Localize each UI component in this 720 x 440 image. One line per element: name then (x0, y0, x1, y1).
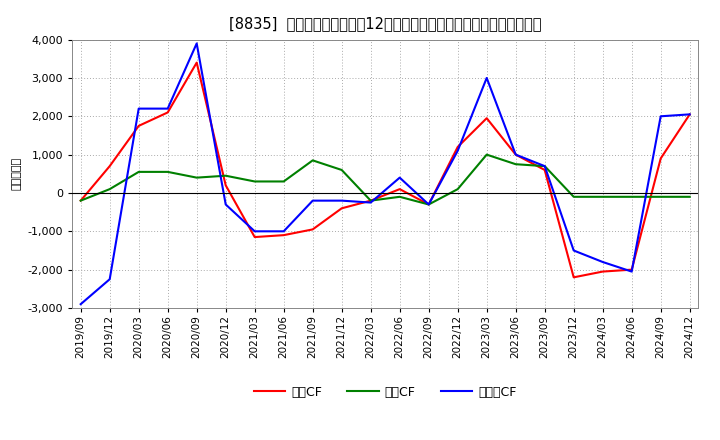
投資CF (279, 179, 288, 184)
Line: 営業CF: 営業CF (81, 62, 690, 277)
営業CF (395, 187, 404, 192)
投資CF (105, 187, 114, 192)
投資CF (395, 194, 404, 199)
営業CF (105, 164, 114, 169)
営業CF (76, 198, 85, 203)
フリーCF (657, 114, 665, 119)
営業CF (454, 144, 462, 150)
投資CF (454, 187, 462, 192)
営業CF (308, 227, 317, 232)
Legend: 営業CF, 投資CF, フリーCF: 営業CF, 投資CF, フリーCF (249, 381, 521, 404)
営業CF (657, 156, 665, 161)
フリーCF (308, 198, 317, 203)
フリーCF (163, 106, 172, 111)
投資CF (366, 198, 375, 203)
フリーCF (338, 198, 346, 203)
投資CF (192, 175, 201, 180)
営業CF (192, 60, 201, 65)
フリーCF (627, 269, 636, 274)
営業CF (511, 152, 520, 157)
Title: [8835]  キャッシュフローの12か月移動合計の対前年同期増減額の推移: [8835] キャッシュフローの12か月移動合計の対前年同期増減額の推移 (229, 16, 541, 32)
投資CF (135, 169, 143, 175)
投資CF (685, 194, 694, 199)
投資CF (657, 194, 665, 199)
フリーCF (279, 229, 288, 234)
営業CF (541, 167, 549, 172)
投資CF (570, 194, 578, 199)
投資CF (251, 179, 259, 184)
フリーCF (570, 248, 578, 253)
投資CF (221, 173, 230, 178)
営業CF (424, 202, 433, 207)
Y-axis label: （百万円）: （百万円） (12, 157, 22, 191)
営業CF (163, 110, 172, 115)
営業CF (598, 269, 607, 274)
フリーCF (251, 229, 259, 234)
フリーCF (192, 41, 201, 46)
営業CF (570, 275, 578, 280)
投資CF (424, 202, 433, 207)
フリーCF (395, 175, 404, 180)
フリーCF (541, 164, 549, 169)
フリーCF (221, 202, 230, 207)
投資CF (627, 194, 636, 199)
フリーCF (598, 259, 607, 264)
営業CF (221, 183, 230, 188)
投資CF (541, 164, 549, 169)
フリーCF (424, 202, 433, 207)
フリーCF (366, 200, 375, 205)
営業CF (135, 123, 143, 128)
営業CF (627, 267, 636, 272)
投資CF (511, 161, 520, 167)
フリーCF (76, 301, 85, 307)
投資CF (338, 167, 346, 172)
投資CF (482, 152, 491, 157)
営業CF (482, 116, 491, 121)
営業CF (338, 205, 346, 211)
フリーCF (511, 152, 520, 157)
フリーCF (685, 112, 694, 117)
営業CF (279, 232, 288, 238)
フリーCF (105, 277, 114, 282)
Line: 投資CF: 投資CF (81, 154, 690, 205)
営業CF (366, 198, 375, 203)
投資CF (163, 169, 172, 175)
フリーCF (454, 148, 462, 154)
Line: フリーCF: フリーCF (81, 44, 690, 304)
投資CF (598, 194, 607, 199)
投資CF (308, 158, 317, 163)
営業CF (251, 235, 259, 240)
営業CF (685, 112, 694, 117)
投資CF (76, 198, 85, 203)
フリーCF (135, 106, 143, 111)
フリーCF (482, 75, 491, 81)
